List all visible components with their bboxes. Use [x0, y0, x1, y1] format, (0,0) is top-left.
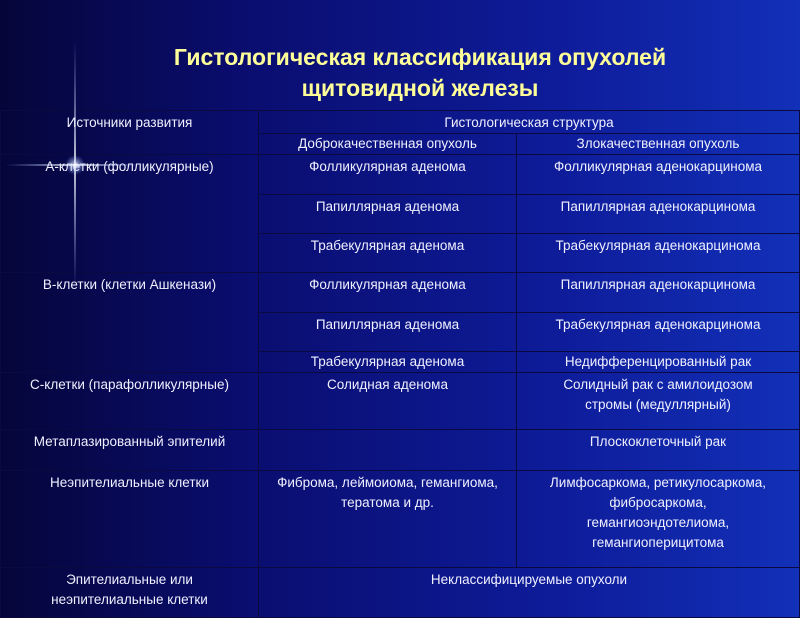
text-line: Лимфосаркома, ретикулосаркома,: [549, 475, 767, 490]
text-line: стромы (медуллярный): [585, 397, 731, 412]
table-row: Папиллярная аденома Трабекулярная аденок…: [1, 312, 800, 352]
table-row: С-клетки (парафолликулярные) Солидная ад…: [0, 372, 800, 430]
source-cell: А-клетки (фолликулярные): [0, 154, 259, 273]
table-row: В-клетки (клетки Ашкенази) Фолликулярная…: [0, 272, 800, 373]
classification-table: Источники развития Гистологическая струк…: [0, 110, 800, 618]
slide-title: Гистологическая классификация опухолей щ…: [0, 42, 800, 104]
text-line: Солидный рак с амилоидозом: [563, 377, 753, 392]
text-line: тератома и др.: [341, 495, 434, 510]
text-line: фибросаркома,: [609, 495, 707, 510]
benign-cell: Фиброма, леймоиома, гемангиома, тератома …: [258, 470, 517, 568]
header-malignant: Злокачественная опухоль: [516, 133, 800, 155]
table-row: Неэпителиальные клетки Фиброма, леймоиом…: [0, 470, 800, 568]
source-cell: Неэпителиальные клетки: [0, 470, 259, 568]
benign-cell: Трабекулярная аденома: [258, 351, 517, 373]
benign-cell: Фолликулярная аденома: [258, 154, 517, 195]
title-line-2: щитовидной железы: [301, 75, 539, 101]
benign-cell: Солидная аденома: [258, 372, 517, 430]
malignant-cell: Плоскоклеточный рак: [516, 429, 800, 471]
benign-cell: Фолликулярная аденома: [258, 272, 517, 313]
malignant-cell: Солидный рак с амилоидозом стромы (медулл…: [516, 372, 800, 430]
text-line: неэпителиальные клетки: [51, 592, 208, 607]
source-cell: Эпителиальные или неэпителиальные клетки: [0, 567, 259, 618]
text-line: гемангиоперицитома: [592, 535, 724, 550]
benign-cell: Трабекулярная аденома: [258, 233, 517, 273]
source-cell: В-клетки (клетки Ашкенази): [0, 272, 259, 373]
benign-cell: [258, 429, 517, 471]
benign-cell: Папиллярная аденома: [258, 312, 517, 352]
header-structure: Гистологическая структура: [258, 110, 800, 134]
malignant-cell: Фолликулярная аденокарцинома: [516, 154, 800, 195]
text-line: Эпителиальные или: [66, 572, 193, 587]
malignant-cell: Недифференцированный рак: [516, 351, 800, 373]
source-cell: Метаплазированный эпителий: [0, 429, 259, 471]
table-row: А-клетки (фолликулярные) Фолликулярная а…: [0, 154, 800, 273]
table-row: Трабекулярная аденома Недифференцированн…: [1, 351, 800, 373]
header-benign: Доброкачественная опухоль: [258, 133, 517, 155]
benign-cell: Папиллярная аденома: [258, 194, 517, 234]
malignant-cell: Лимфосаркома, ретикулосаркома, фибросарко…: [516, 470, 800, 568]
malignant-cell: Трабекулярная аденокарцинома: [516, 233, 800, 273]
header-row: Источники развития Гистологическая струк…: [0, 110, 800, 155]
table-row: Метаплазированный эпителий Плоскоклеточн…: [0, 429, 800, 471]
header-sources: Источники развития: [0, 110, 259, 155]
table-row: Эпителиальные или неэпителиальные клетки …: [0, 567, 800, 618]
text-line: Фиброма, леймоиома, гемангиома,: [277, 475, 498, 490]
title-line-1: Гистологическая классификация опухолей: [173, 44, 667, 70]
malignant-cell: Папиллярная аденокарцинома: [516, 194, 800, 234]
table-row: Трабекулярная аденома Трабекулярная аден…: [1, 233, 800, 273]
malignant-cell: Трабекулярная аденокарцинома: [516, 312, 800, 352]
malignant-cell: Папиллярная аденокарцинома: [516, 272, 800, 313]
merged-cell: Неклассифицируемые опухоли: [258, 567, 800, 618]
text-line: гемангиоэндотелиома,: [586, 515, 730, 530]
source-cell: С-клетки (парафолликулярные): [0, 372, 259, 430]
